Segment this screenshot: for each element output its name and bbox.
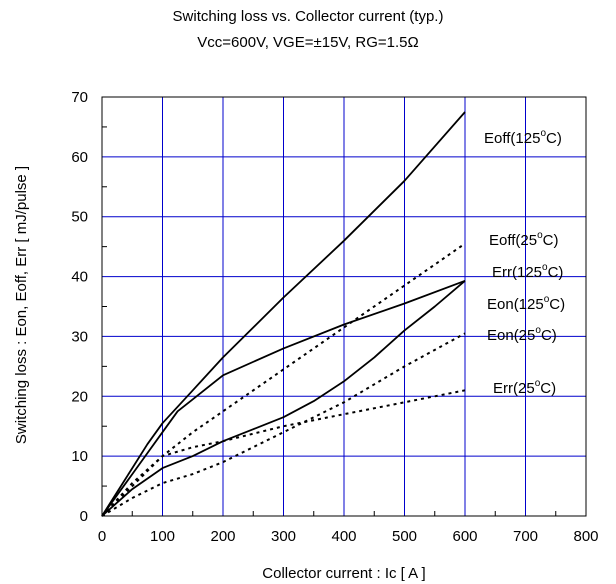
series-line [101,111,466,517]
x-tick-label: 500 [392,528,417,545]
series-label: Eon(125oC) [487,294,565,313]
minor-ticks [102,126,557,516]
series-line [101,280,466,517]
series-label: Eoff(125oC) [484,128,562,147]
y-tick-label: 60 [71,149,88,166]
y-axis-label: Switching loss : Eon, Eoff, Err [ mJ/pul… [13,166,30,444]
y-tick-label: 30 [71,328,88,345]
series-label: Eoff(25oC) [489,230,558,249]
y-tick-label: 50 [71,209,88,226]
y-tick-label: 20 [71,388,88,405]
y-tick-label: 70 [71,89,88,106]
y-tick-label: 0 [80,508,88,525]
x-tick-label: 800 [573,528,598,545]
x-tick-label: 0 [98,528,106,545]
series-line [101,279,466,517]
series-line [101,389,466,517]
plot-frame [101,96,587,517]
y-tick-label: 10 [71,448,88,465]
x-tick-label: 600 [452,528,477,545]
series-line [101,242,466,517]
series-label: Err(25oC) [493,378,556,397]
y-tick-label: 40 [71,269,88,286]
series-group [101,111,466,517]
x-tick-label: 100 [150,528,175,545]
series-label: Eon(25oC) [487,325,557,344]
y-tick-labels: 0 10 20 30 40 50 60 70 [71,89,88,525]
x-tick-label: 200 [210,528,235,545]
x-tick-label: 300 [271,528,296,545]
series-label: Err(125oC) [492,262,563,281]
chart-subtitle: Vcc=600V, VGE=±15V, RG=1.5Ω [197,34,419,51]
chart-title: Switching loss vs. Collector current (ty… [172,8,444,25]
grid [102,97,586,516]
x-axis-label: Collector current : Ic [ A ] [262,565,425,582]
series-labels: Eoff(125oC) Eoff(25oC) Err(125oC) Eon(125oC… [484,128,565,397]
x-tick-labels: 0 100 200 300 400 500 600 700 800 [98,528,599,545]
x-tick-label: 700 [513,528,538,545]
x-tick-label: 400 [331,528,356,545]
